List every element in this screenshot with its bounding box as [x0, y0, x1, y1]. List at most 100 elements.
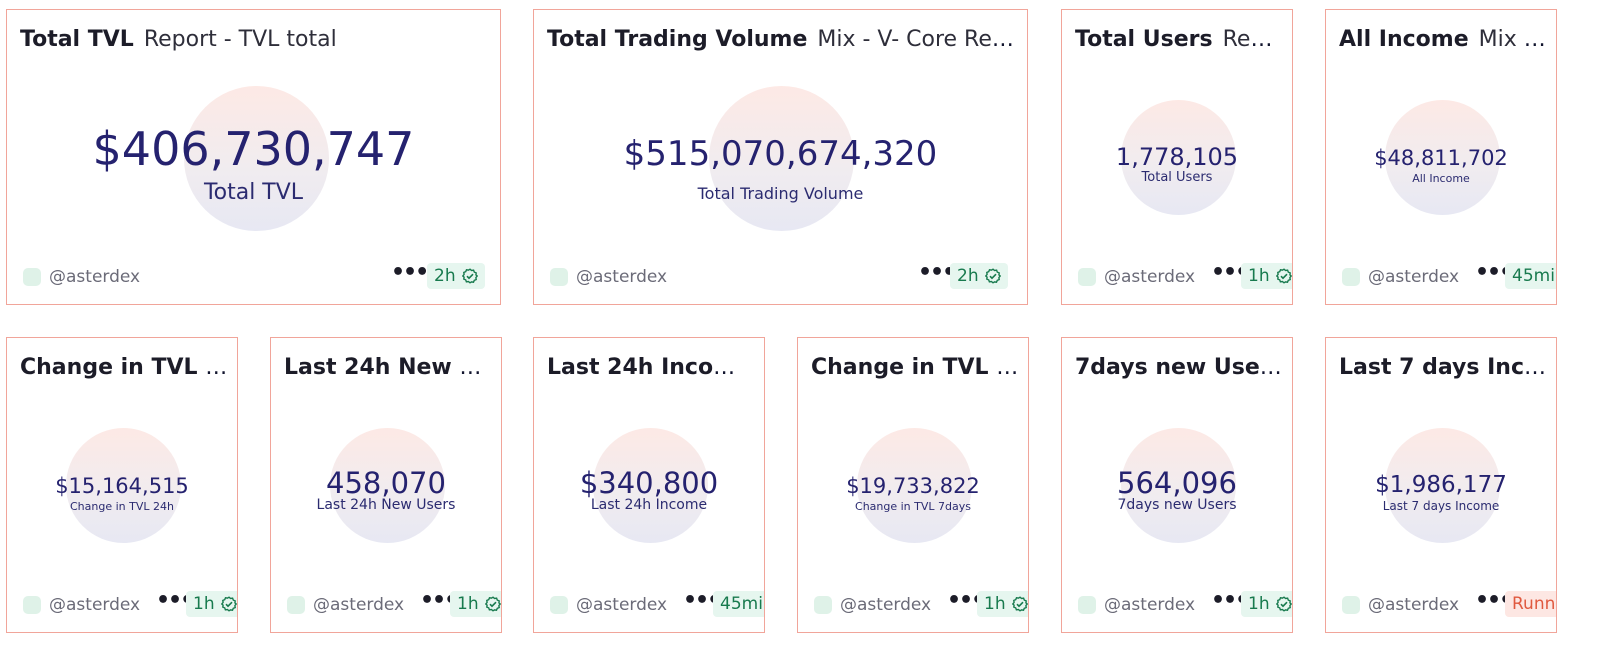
user-avatar[interactable]: [1078, 596, 1096, 614]
widget-title[interactable]: Last 24h Income…: [547, 355, 756, 380]
decorative-circle: [593, 428, 708, 543]
author-link[interactable]: @asterdex: [1368, 267, 1460, 287]
user-avatar[interactable]: [23, 596, 41, 614]
widget-title[interactable]: Last 24h New Us…: [284, 355, 493, 380]
refresh-time: 1h: [457, 594, 479, 614]
widget-footer: @asterdex ••• 1h: [287, 588, 501, 618]
refresh-status-badge[interactable]: 1h: [1241, 591, 1292, 617]
widget-card-last-24h-new-users[interactable]: Last 24h New Us… 458,070 Last 24h New Us…: [270, 337, 502, 633]
metric-value: 458,070: [326, 466, 446, 500]
user-avatar[interactable]: [1342, 268, 1360, 286]
widget-subtitle[interactable]: Report - TVL total: [143, 27, 337, 52]
widget-header: All Income Mix -…: [1339, 24, 1548, 56]
refresh-status-badge[interactable]: 1h: [1241, 263, 1292, 289]
widget-header: Change in TVL 7d…: [811, 352, 1020, 384]
refresh-status-badge[interactable]: 45mi: [713, 591, 764, 617]
more-options-button[interactable]: •••: [918, 260, 956, 285]
author-link[interactable]: @asterdex: [576, 267, 668, 287]
author-link[interactable]: @asterdex: [1104, 595, 1196, 615]
author-link[interactable]: @asterdex: [1368, 595, 1460, 615]
widget-card-all-income[interactable]: All Income Mix -… $48,811,702 All Income …: [1325, 9, 1557, 305]
widget-title[interactable]: Total Users: [1075, 27, 1213, 52]
refresh-time: Runn: [1512, 594, 1556, 614]
refresh-status-badge[interactable]: 45mi: [1505, 263, 1556, 289]
refresh-status-badge[interactable]: 1h: [977, 591, 1028, 617]
refresh-status-badge[interactable]: 1h: [450, 591, 501, 617]
widget-card-total-trading-volume[interactable]: Total Trading Volume Mix - V- Core Report…: [533, 9, 1028, 305]
widget-header: Last 7 days Inco…: [1339, 352, 1548, 384]
metric-value: 564,096: [1117, 466, 1237, 500]
decorative-circle: [330, 428, 445, 543]
widget-card-change-tvl-7d[interactable]: Change in TVL 7d… $19,733,822 Change in …: [797, 337, 1029, 633]
refresh-time: 45mi: [1512, 266, 1555, 286]
metric-label: Total Users: [1141, 170, 1213, 185]
widget-subtitle[interactable]: Mix - V- Core Report: [817, 27, 1019, 52]
widget-footer: @asterdex ••• 1h: [23, 588, 237, 618]
widget-footer: @asterdex ••• 1h: [1078, 260, 1292, 290]
refresh-time: 1h: [193, 594, 215, 614]
metric-label: Last 7 days Income: [1382, 499, 1500, 513]
widget-card-7days-new-users[interactable]: 7days new Users… 564,096 7days new Users…: [1061, 337, 1293, 633]
verified-check-icon: [461, 268, 478, 284]
widget-footer: @asterdex ••• 45mi: [550, 588, 764, 618]
decorative-circle: [709, 86, 854, 231]
widget-card-total-users[interactable]: Total Users Rep… 1,778,105 Total Users @a…: [1061, 9, 1293, 305]
widget-footer: @asterdex ••• 2h: [550, 260, 1027, 290]
metric-value: 1,778,105: [1115, 143, 1239, 171]
user-avatar[interactable]: [1078, 268, 1096, 286]
verified-check-icon: [1275, 268, 1292, 284]
user-avatar[interactable]: [550, 596, 568, 614]
more-options-button[interactable]: •••: [391, 260, 429, 285]
refresh-time: 45mi: [720, 594, 763, 614]
widget-card-total-tvl[interactable]: Total TVL Report - TVL total $406,730,747…: [6, 9, 501, 305]
user-avatar[interactable]: [287, 596, 305, 614]
decorative-circle: [1385, 428, 1500, 543]
widget-header: Total Users Rep…: [1075, 24, 1284, 56]
widget-title[interactable]: Total TVL: [20, 27, 134, 52]
widget-title[interactable]: Total Trading Volume: [547, 27, 808, 52]
refresh-time: 2h: [957, 266, 979, 286]
refresh-status-badge[interactable]: 2h: [950, 263, 1008, 289]
refresh-time: 2h: [434, 266, 456, 286]
decorative-circle: [66, 428, 181, 543]
verified-check-icon: [220, 596, 237, 612]
refresh-time: 1h: [1248, 266, 1270, 286]
widget-title[interactable]: Last 7 days Inco…: [1339, 355, 1548, 380]
metric-label: Last 24h Income: [590, 497, 708, 513]
author-link[interactable]: @asterdex: [1104, 267, 1196, 287]
author-link[interactable]: @asterdex: [313, 595, 405, 615]
refresh-time: 1h: [984, 594, 1006, 614]
metric-value: $1,986,177: [1375, 472, 1507, 498]
user-avatar[interactable]: [23, 268, 41, 286]
widget-subtitle[interactable]: Mix -…: [1478, 27, 1548, 52]
widget-title[interactable]: All Income: [1339, 27, 1469, 52]
widget-subtitle[interactable]: Rep…: [1222, 27, 1284, 52]
widget-card-last-7-days-income[interactable]: Last 7 days Inco… $1,986,177 Last 7 days…: [1325, 337, 1557, 633]
metric-value: $406,730,747: [92, 122, 415, 176]
author-link[interactable]: @asterdex: [49, 267, 141, 287]
widget-card-last-24h-income[interactable]: Last 24h Income… $340,800 Last 24h Incom…: [533, 337, 765, 633]
metric-value: $515,070,674,320: [623, 134, 938, 174]
author-link[interactable]: @asterdex: [840, 595, 932, 615]
refresh-status-badge[interactable]: 1h: [186, 591, 237, 617]
user-avatar[interactable]: [550, 268, 568, 286]
running-status-badge[interactable]: Runn: [1505, 591, 1556, 617]
verified-check-icon: [984, 268, 1001, 284]
decorative-circle: [184, 86, 329, 231]
verified-check-icon: [484, 596, 501, 612]
widget-header: Last 24h New Us…: [284, 352, 493, 384]
widget-title[interactable]: 7days new Users…: [1075, 355, 1284, 380]
user-avatar[interactable]: [1342, 596, 1360, 614]
metric-label: All Income: [1412, 172, 1470, 185]
widget-title[interactable]: Change in TVL 7d…: [811, 355, 1020, 380]
widget-title[interactable]: Change in TVL 24…: [20, 355, 229, 380]
metric-value: $19,733,822: [846, 474, 980, 498]
metric-label: Change in TVL 24h: [70, 500, 174, 513]
widget-card-change-tvl-24h[interactable]: Change in TVL 24… $15,164,515 Change in …: [6, 337, 238, 633]
metric-value: $15,164,515: [55, 474, 189, 498]
author-link[interactable]: @asterdex: [576, 595, 668, 615]
user-avatar[interactable]: [814, 596, 832, 614]
author-link[interactable]: @asterdex: [49, 595, 141, 615]
metric-value: $340,800: [579, 466, 719, 500]
refresh-status-badge[interactable]: 2h: [427, 263, 485, 289]
